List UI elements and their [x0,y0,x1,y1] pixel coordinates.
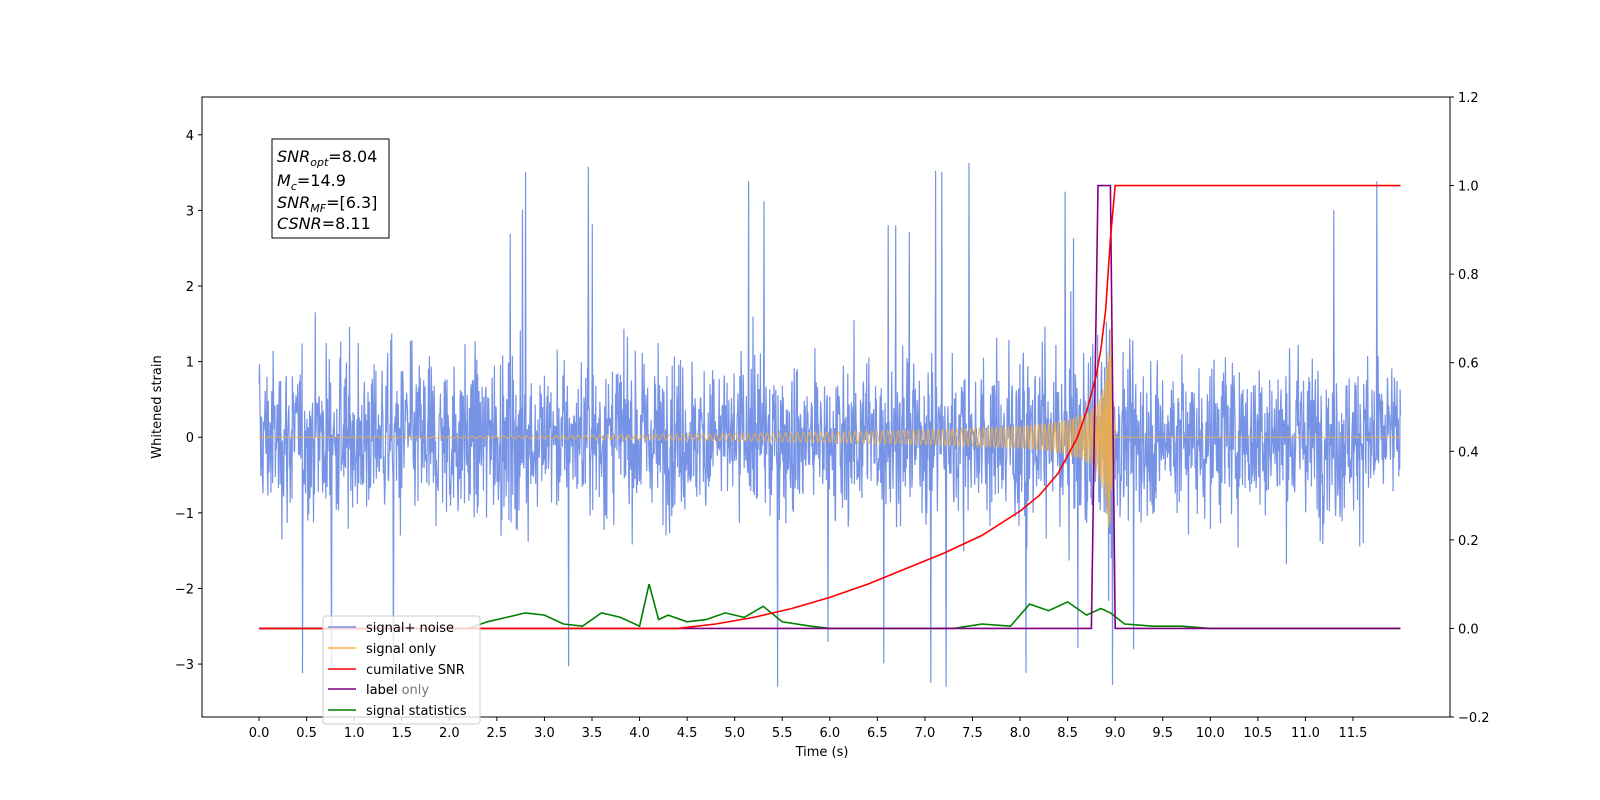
y-tick-label: 2 [186,280,194,295]
y2-tick-label: 0.6 [1458,357,1479,372]
y2-tick-label: −0.2 [1458,711,1490,726]
x-tick-label: 4.5 [677,726,698,741]
x-tick-label: 10.5 [1243,726,1272,741]
y2-tick-label: 0.0 [1458,622,1479,637]
y2-tick-label: 1.2 [1458,91,1479,106]
y-tick-label: −2 [175,582,194,597]
x-tick-label: 8.5 [1057,726,1078,741]
y-axis-right: 1.2 1.0 0.8 0.6 0.4 0.2 0.0 −0.2 [1450,91,1490,726]
y2-tick-label: 1.0 [1458,180,1479,195]
x-tick-label: 4.0 [629,726,650,741]
series-signal-noise [258,162,1402,687]
x-tick-label: 0.0 [249,726,270,741]
y2-tick-label: 0.2 [1458,534,1479,549]
x-tick-label: 8.0 [1010,726,1031,741]
x-tick-label: 6.0 [819,726,840,741]
y2-tick-label: 0.8 [1458,268,1479,283]
series-signal-statistics [259,583,1401,630]
y-tick-label: 0 [186,431,194,446]
svg-text:SNRMF=[6.3]: SNRMF=[6.3] [277,193,377,215]
annot-snr-opt: 8.04 [342,147,378,166]
x-tick-label: 9.5 [1152,726,1173,741]
series-signal-only [259,328,1401,528]
x-tick-label: 2.5 [487,726,508,741]
x-axis: 0.0 0.5 1.0 1.5 2.0 2.5 3.0 3.5 4.0 4.5 5.0 5.5 6.0 6… [249,717,1367,741]
x-tick-label: 1.5 [391,726,412,741]
legend-label: label [366,683,397,698]
x-tick-label: 11.0 [1291,726,1320,741]
x-tick-label: 11.5 [1338,726,1367,741]
legend-ghost-label: label only [366,683,429,698]
y-axis-left: 4 3 2 1 0 −1 −2 −3 [175,129,202,673]
y2-tick-label: 0.4 [1458,445,1479,460]
x-tick-label: 0.5 [296,726,317,741]
x-tick-label: 7.0 [915,726,936,741]
annot-csnr: 8.11 [335,214,371,233]
x-axis-title: Time (s) [795,745,849,760]
svg-text:Mc=14.9: Mc=14.9 [277,171,346,193]
legend-label: signal statistics [366,704,467,719]
y-tick-label: −3 [175,658,194,673]
x-tick-label: 1.0 [344,726,365,741]
series-cumilative-snr [259,184,1401,630]
y-axis-title: Whitened strain [150,355,165,458]
x-tick-label: 10.0 [1196,726,1225,741]
legend-frame [322,615,481,725]
y-tick-label: −1 [175,507,194,522]
plot-frame [201,96,1451,718]
x-tick-label: 5.5 [772,726,793,741]
series-label [259,184,1401,630]
legend-label: signal+ noise [366,621,454,636]
annot-mc: 14.9 [310,171,346,190]
legend: label only signal+ noise signal only cumila… [322,615,481,725]
x-tick-label: 3.0 [534,726,555,741]
plot-area [258,162,1402,687]
legend-label: signal only [366,642,436,657]
y-tick-label: 4 [186,129,194,144]
x-tick-label: 6.5 [867,726,888,741]
x-tick-label: 3.5 [582,726,603,741]
y-tick-label: 1 [186,356,194,371]
svg-text:CSNR=8.11: CSNR=8.11 [277,214,371,233]
x-tick-label: 7.5 [962,726,983,741]
svg-text:SNRopt=8.04: SNRopt=8.04 [277,147,377,169]
x-tick-label: 9.0 [1105,726,1126,741]
y-tick-label: 3 [186,204,194,219]
annot-snr-mf: [6.3] [339,193,377,212]
legend-label: cumilative SNR [366,663,465,678]
x-tick-label: 2.0 [439,726,460,741]
x-tick-label: 5.0 [724,726,745,741]
annotation-box: SNRopt=8.04 Mc=14.9 SNRMF=[6.3] CSNR=8.1… [271,138,390,239]
